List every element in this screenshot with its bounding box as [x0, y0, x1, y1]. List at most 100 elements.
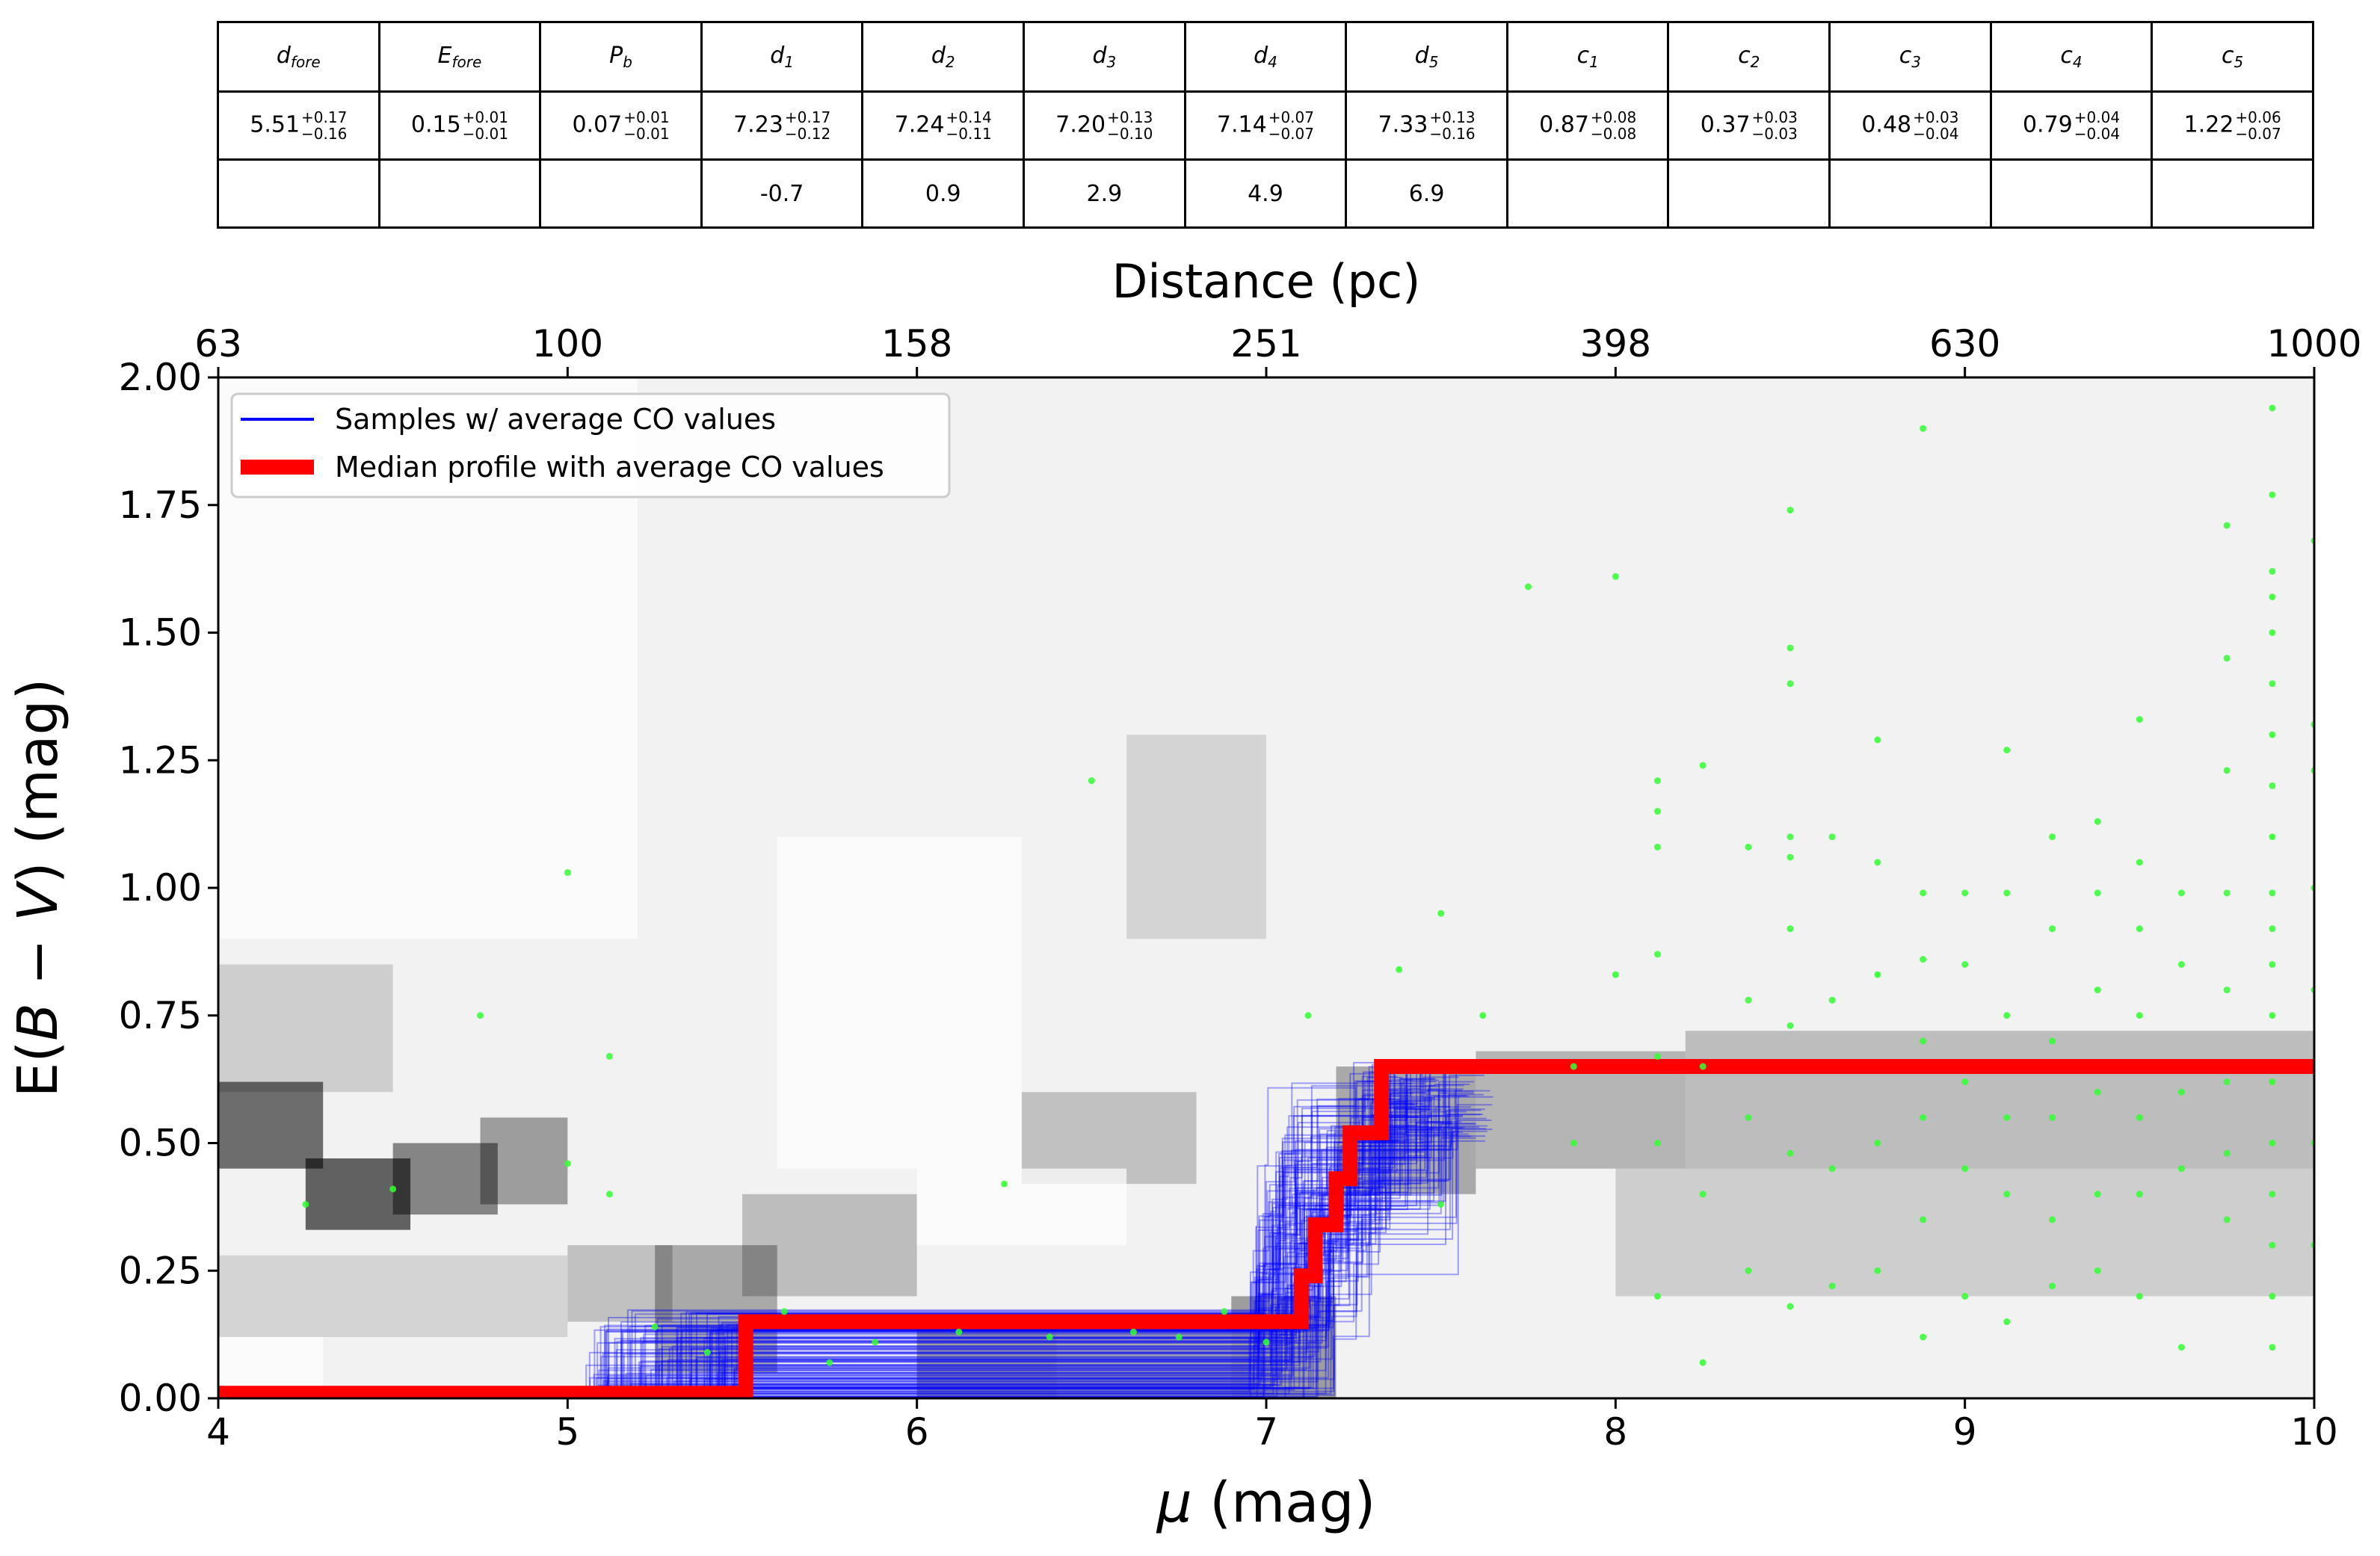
param-value-lower: −0.10: [1107, 125, 1153, 143]
star-point: [2003, 1114, 2011, 1121]
star-point: [605, 1191, 613, 1198]
star-point: [826, 1359, 833, 1366]
star-point: [2177, 1088, 2185, 1096]
param-value-lower: −0.07: [1268, 125, 1314, 143]
star-point: [1874, 859, 1881, 866]
param-value-7: 7.33 +0.13 −0.16: [1345, 90, 1508, 161]
star-point: [1570, 1063, 1577, 1070]
axes: 4 5 6 7 8 9 10 63 100 158 251 398 630 1000 0.00 0.25 0.5…: [119, 322, 2362, 1454]
param-value-12: 1.22 +0.06 −0.07: [2151, 90, 2314, 161]
param-value-median: 7.14: [1216, 111, 1267, 138]
sample-profile: [624, 1103, 1423, 1398]
star-point: [2177, 1165, 2185, 1173]
x-tick-label: 7: [1254, 1410, 1278, 1454]
star-point: [2003, 1318, 2011, 1326]
velocity-cell-9: [1667, 158, 1831, 229]
star-point: [2003, 747, 2011, 754]
param-value-lower: −0.04: [1913, 125, 1959, 143]
param-value-errors: +0.06 −0.07: [2235, 109, 2281, 142]
param-value-4: 7.24 +0.14 −0.11: [861, 90, 1026, 161]
param-value-upper: +0.13: [1107, 108, 1153, 126]
sample-profile: [644, 1064, 1491, 1398]
star-point: [1920, 424, 1927, 432]
star-point: [2269, 833, 2276, 841]
y-tick-label: 0.00: [119, 1377, 202, 1420]
sample-profile: [671, 1064, 1430, 1398]
star-point: [1920, 1114, 1927, 1121]
star-point: [1570, 1140, 1577, 1146]
sample-profile: [641, 1076, 1459, 1398]
sample-profile: [609, 1140, 1485, 1398]
sample-profile: [736, 1081, 1437, 1398]
star-point: [1920, 1333, 1927, 1341]
y-tick-label: 0.25: [119, 1249, 202, 1292]
star-point: [1961, 1292, 1969, 1300]
star-point: [2094, 1191, 2101, 1198]
param-value-errors: +0.01 −0.01: [463, 109, 508, 142]
param-header-symbol: c: [1738, 43, 1751, 69]
param-header-11: c4: [1989, 21, 2154, 93]
sample-profile: [717, 1129, 1443, 1398]
star-point: [564, 1160, 571, 1167]
sample-profile: [689, 1093, 1484, 1398]
velocity-cell-10: [1828, 158, 1992, 229]
param-value-lower: −0.16: [301, 125, 348, 143]
sample-profile: [724, 1140, 1415, 1398]
param-value-9: 0.37 +0.03 −0.03: [1667, 90, 1831, 161]
top-tick-label: 398: [1580, 322, 1651, 365]
star-point: [2094, 1267, 2101, 1274]
star-point: [1221, 1308, 1228, 1315]
velocity-cell-0: [217, 158, 380, 229]
param-value-median: 5.51: [250, 111, 300, 138]
star-point: [2269, 491, 2276, 498]
sample-profile: [630, 1131, 1463, 1398]
sample-profile: [690, 1079, 1413, 1398]
x-tick-label: 5: [555, 1410, 579, 1454]
star-point: [2269, 404, 2276, 412]
param-value-upper: +0.03: [1751, 108, 1798, 126]
param-value-upper: +0.08: [1590, 108, 1637, 126]
star-point: [2177, 960, 2185, 968]
star-point: [2177, 1344, 2185, 1351]
sample-profile: [676, 1134, 1440, 1398]
sample-profile: [643, 1078, 1435, 1398]
param-header-symbol: d: [1414, 43, 1429, 69]
star-point: [2269, 593, 2276, 601]
sample-profile: [623, 1071, 1458, 1398]
sample-profile: [701, 1090, 1490, 1398]
star-point: [1874, 736, 1881, 744]
star-point: [2136, 1191, 2143, 1198]
star-point: [2223, 767, 2231, 774]
star-point: [2003, 1191, 2011, 1198]
density-patch: [218, 964, 393, 1093]
sample-profile: [597, 1068, 1452, 1398]
star-point: [1653, 808, 1661, 815]
star-point: [780, 1308, 788, 1315]
y-tick-label: 0.75: [119, 994, 202, 1037]
sample-profile: [661, 1128, 1487, 1398]
param-value-5: 7.20 +0.13 −0.10: [1023, 90, 1186, 161]
star-point: [1786, 507, 1794, 514]
sample-profile: [590, 1090, 1411, 1398]
star-point: [1612, 572, 1619, 580]
sample-profile: [588, 1135, 1471, 1398]
sample-profile: [631, 1115, 1463, 1398]
param-header-4: d2: [861, 21, 1026, 93]
star-point: [2094, 818, 2101, 825]
sample-profile: [620, 1108, 1430, 1398]
star-point: [2223, 1078, 2231, 1086]
param-header-subscript: b: [623, 53, 632, 71]
y-tick-label: 2.00: [119, 356, 202, 399]
param-value-errors: +0.14 −0.11: [946, 109, 991, 142]
param-header-symbol: d: [1254, 43, 1268, 69]
star-point: [1828, 1165, 1836, 1173]
sample-profile: [711, 1095, 1467, 1398]
star-point: [389, 1185, 397, 1193]
star-point: [1745, 1114, 1752, 1121]
param-value-errors: +0.13 −0.16: [1429, 109, 1475, 142]
density-clear: [916, 1168, 1127, 1246]
param-header-subscript: 5: [1428, 53, 1439, 71]
star-point: [1653, 777, 1661, 785]
param-header-subscript: 1: [784, 53, 795, 71]
sample-profile: [666, 1068, 1425, 1398]
